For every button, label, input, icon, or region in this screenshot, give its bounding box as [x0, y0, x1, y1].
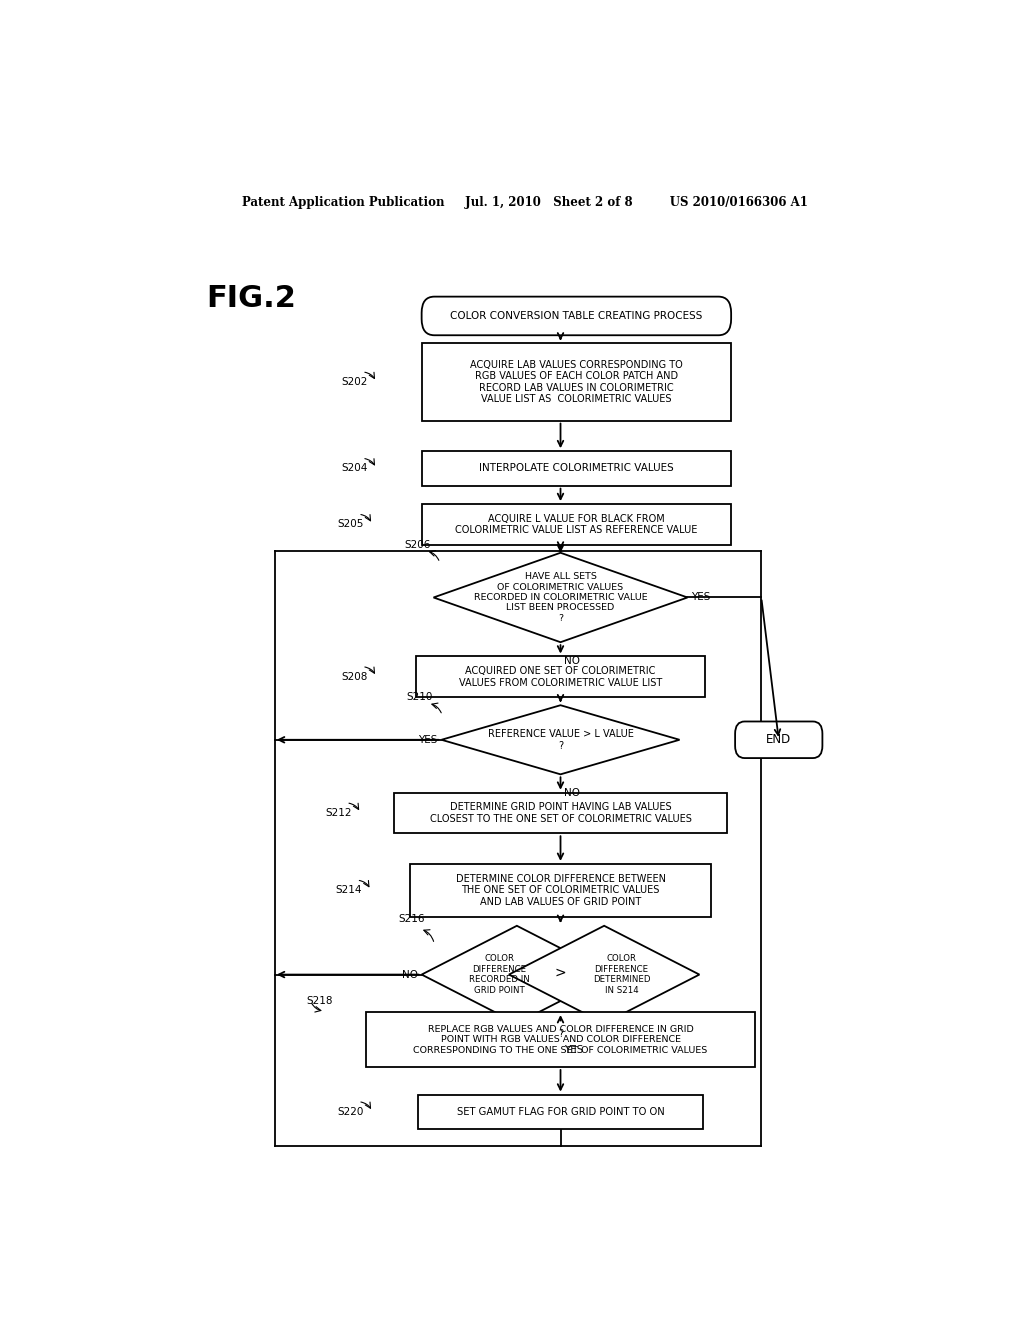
Text: HAVE ALL SETS
OF COLORIMETRIC VALUES
RECORDED IN COLORIMETRIC VALUE
LIST BEEN PR: HAVE ALL SETS OF COLORIMETRIC VALUES REC… [474, 572, 647, 623]
Text: ACQUIRED ONE SET OF COLORIMETRIC
VALUES FROM COLORIMETRIC VALUE LIST: ACQUIRED ONE SET OF COLORIMETRIC VALUES … [459, 667, 663, 688]
Bar [422, 504, 731, 545]
Text: S208: S208 [341, 672, 368, 681]
Text: S205: S205 [337, 519, 364, 529]
Bar [418, 1094, 703, 1129]
Text: YES: YES [691, 593, 711, 602]
Text: DETERMINE COLOR DIFFERENCE BETWEEN
THE ONE SET OF COLORIMETRIC VALUES
AND LAB VA: DETERMINE COLOR DIFFERENCE BETWEEN THE O… [456, 874, 666, 907]
Text: S216: S216 [399, 913, 425, 924]
Text: SET GAMUT FLAG FOR GRID POINT TO ON: SET GAMUT FLAG FOR GRID POINT TO ON [457, 1106, 665, 1117]
Text: S220: S220 [337, 1106, 364, 1117]
Text: INTERPOLATE COLORIMETRIC VALUES: INTERPOLATE COLORIMETRIC VALUES [479, 463, 674, 474]
Text: END: END [766, 734, 792, 746]
Bar [416, 656, 706, 697]
Text: S206: S206 [404, 540, 431, 549]
Text: YES: YES [564, 1045, 584, 1055]
Text: S202: S202 [341, 378, 368, 387]
Bar [367, 1012, 755, 1067]
Text: NO: NO [564, 656, 581, 665]
Text: COLOR
DIFFERENCE
DETERMINED
IN S214: COLOR DIFFERENCE DETERMINED IN S214 [593, 954, 650, 995]
FancyBboxPatch shape [422, 297, 731, 335]
Bar [394, 792, 727, 833]
Polygon shape [422, 925, 612, 1023]
Text: S218: S218 [306, 997, 333, 1006]
Polygon shape [441, 705, 680, 775]
Polygon shape [433, 553, 687, 643]
Text: S204: S204 [341, 463, 368, 474]
Text: NO: NO [564, 788, 581, 797]
Text: S214: S214 [336, 886, 361, 895]
Text: >: > [555, 965, 566, 979]
Text: S212: S212 [325, 808, 351, 818]
FancyBboxPatch shape [735, 722, 822, 758]
Text: NO: NO [401, 970, 418, 979]
Text: COLOR CONVERSION TABLE CREATING PROCESS: COLOR CONVERSION TABLE CREATING PROCESS [451, 312, 702, 321]
Text: ACQUIRE L VALUE FOR BLACK FROM
COLORIMETRIC VALUE LIST AS REFERENCE VALUE: ACQUIRE L VALUE FOR BLACK FROM COLORIMET… [456, 513, 697, 535]
Text: S210: S210 [407, 692, 433, 702]
Polygon shape [509, 925, 699, 1023]
Text: REPLACE RGB VALUES AND COLOR DIFFERENCE IN GRID
POINT WITH RGB VALUES AND COLOR : REPLACE RGB VALUES AND COLOR DIFFERENCE … [414, 1024, 708, 1055]
Text: FIG.2: FIG.2 [206, 284, 296, 313]
Text: YES: YES [418, 735, 437, 744]
Bar [410, 863, 712, 916]
Text: ?: ? [558, 1028, 563, 1039]
Text: REFERENCE VALUE > L VALUE
?: REFERENCE VALUE > L VALUE ? [487, 729, 634, 751]
Bar [422, 343, 731, 421]
Text: COLOR
DIFFERENCE
RECORDED IN
GRID POINT: COLOR DIFFERENCE RECORDED IN GRID POINT [469, 954, 529, 995]
Text: DETERMINE GRID POINT HAVING LAB VALUES
CLOSEST TO THE ONE SET OF COLORIMETRIC VA: DETERMINE GRID POINT HAVING LAB VALUES C… [430, 803, 691, 824]
Text: Patent Application Publication     Jul. 1, 2010   Sheet 2 of 8         US 2010/0: Patent Application Publication Jul. 1, 2… [242, 195, 808, 209]
Text: ACQUIRE LAB VALUES CORRESPONDING TO
RGB VALUES OF EACH COLOR PATCH AND
RECORD LA: ACQUIRE LAB VALUES CORRESPONDING TO RGB … [470, 359, 683, 404]
Bar [422, 451, 731, 486]
